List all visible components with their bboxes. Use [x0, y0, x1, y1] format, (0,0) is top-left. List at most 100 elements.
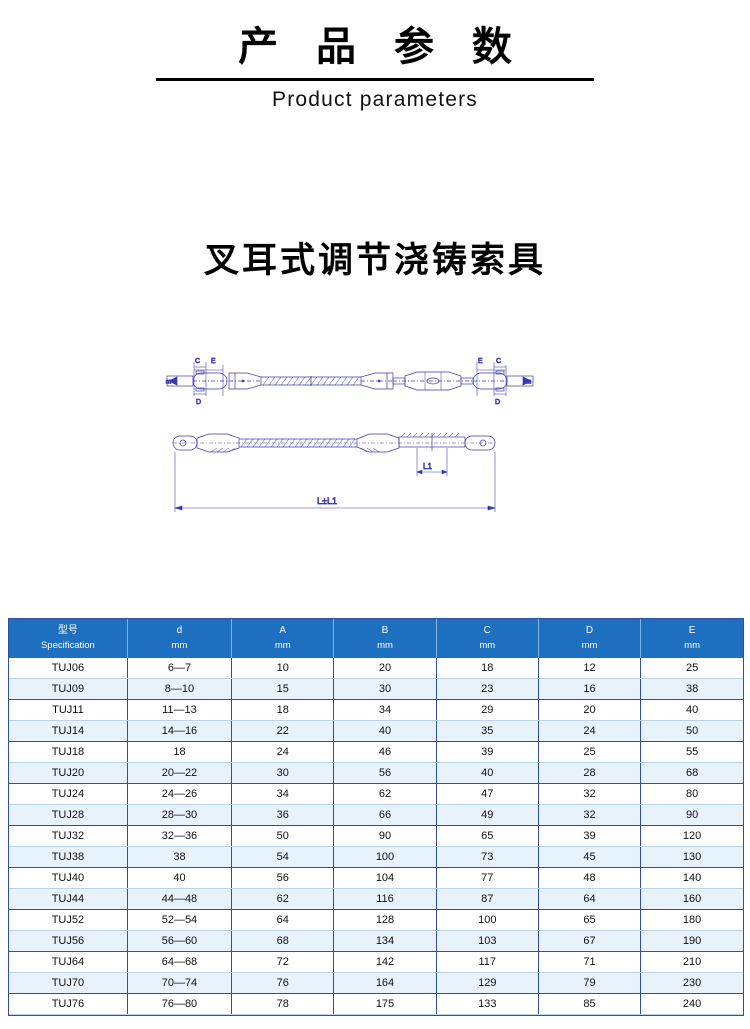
cell-value: 62	[231, 888, 335, 911]
cell-value: 25	[640, 658, 743, 680]
cell-value: 103	[436, 930, 539, 953]
cell-value: 79	[538, 972, 642, 995]
cell-specification: TUJ70	[9, 972, 128, 995]
cell-specification: TUJ40	[9, 867, 128, 890]
cell-value: 20	[538, 699, 642, 722]
column-header-title: 型号	[57, 625, 78, 636]
column-header-unit: mm	[274, 639, 291, 651]
cell-value: 68	[231, 930, 335, 953]
cell-value: 11—13	[127, 699, 233, 722]
cell-value: 76	[231, 972, 335, 995]
cell-value: 30	[333, 678, 437, 701]
cell-value: 22	[231, 720, 335, 743]
cell-value: 65	[538, 909, 642, 932]
column-header-unit: Specification	[40, 639, 95, 651]
table-row: TUJ40 40 56 104 77 48 140	[9, 867, 743, 890]
cell-value: 48	[538, 867, 642, 890]
cell-value: 129	[436, 972, 539, 995]
cell-value: 40	[436, 762, 539, 785]
turnbuckle-barrel	[392, 371, 474, 390]
table-row: TUJ24 24—26 34 62 47 32 80	[9, 783, 743, 806]
column-header-title: A	[279, 625, 287, 636]
column-header-unit: mm	[377, 639, 393, 651]
cell-value: 73	[436, 846, 539, 869]
cell-specification: TUJ44	[9, 888, 128, 911]
table-row: TUJ09 8—10 15 30 23 16 38	[9, 678, 743, 701]
table-row: TUJ06 6—7 10 20 18 12 25	[9, 658, 743, 680]
column-header-unit: mm	[581, 639, 598, 651]
cell-specification: TUJ24	[9, 783, 128, 806]
cell-value: 39	[436, 741, 539, 764]
wire-rope-top	[261, 375, 361, 386]
cell-value: 76—80	[127, 993, 233, 1016]
cell-value: 40	[127, 867, 233, 890]
left-fork-end	[166, 370, 228, 391]
column-header-title: d	[176, 625, 183, 636]
dim-label-d-left: D	[196, 399, 201, 406]
column-header-specification: 型号 Specification	[9, 619, 128, 659]
cell-value: 66	[333, 804, 437, 827]
technical-drawing: C E D B	[0, 349, 750, 534]
cell-value: 8—10	[127, 678, 233, 701]
cell-value: 40	[333, 720, 437, 743]
table-row: TUJ18 18 24 46 39 25 55	[9, 741, 743, 764]
cell-value: 24	[538, 720, 642, 743]
table-row: TUJ11 11—13 18 34 29 20 40	[9, 699, 743, 722]
column-header-unit: mm	[684, 639, 700, 651]
cell-value: 77	[436, 867, 539, 890]
column-header-title: D	[585, 625, 594, 636]
cell-value: 14—16	[127, 720, 233, 743]
cell-value: 50	[231, 825, 335, 848]
cell-value: 40	[640, 699, 743, 722]
cell-value: 49	[436, 804, 539, 827]
cell-value: 44—48	[127, 888, 233, 911]
cell-specification: TUJ20	[9, 762, 128, 785]
cell-value: 87	[436, 888, 539, 911]
cell-value: 20	[333, 658, 437, 680]
cell-value: 104	[333, 867, 437, 890]
cell-specification: TUJ28	[9, 804, 128, 827]
cell-value: 36	[231, 804, 335, 827]
cell-value: 140	[640, 867, 743, 890]
table-row: TUJ20 20—22 30 56 40 28 68	[9, 762, 743, 785]
column-header-unit: mm	[479, 639, 496, 651]
cell-value: 56	[231, 867, 335, 890]
cell-value: 28—30	[127, 804, 233, 827]
cell-specification: TUJ06	[9, 658, 128, 680]
cell-value: 230	[640, 972, 743, 995]
cell-value: 68	[640, 762, 743, 785]
right-fork-end	[472, 370, 534, 391]
page-header: 产 品 参 数 Product parameters	[0, 0, 750, 112]
cell-value: 70—74	[127, 972, 233, 995]
table-row: TUJ14 14—16 22 40 35 24 50	[9, 720, 743, 743]
dim-label-b-left: B	[166, 379, 173, 384]
spec-table-body: TUJ06 6—7 10 20 18 12 25 TUJ09 8—10 15 30 23 16 38 TUJ…	[9, 658, 743, 1016]
dim-label-c-right: C	[496, 358, 501, 365]
cell-value: 190	[640, 930, 743, 953]
column-header-d: d mm	[127, 619, 233, 659]
cell-value: 64	[538, 888, 642, 911]
dim-label-d-right: D	[495, 399, 500, 406]
cell-value: 32—36	[127, 825, 233, 848]
cell-value: 52—54	[127, 909, 233, 932]
cell-value: 90	[640, 804, 743, 827]
cell-specification: TUJ14	[9, 720, 128, 743]
cell-value: 24	[231, 741, 335, 764]
cell-value: 80	[640, 783, 743, 806]
cell-specification: TUJ56	[9, 930, 128, 953]
cell-value: 54	[231, 846, 335, 869]
cell-specification: TUJ09	[9, 678, 128, 701]
column-header-title: E	[688, 625, 696, 636]
cell-value: 130	[640, 846, 743, 869]
cell-value: 15	[231, 678, 335, 701]
cell-value: 128	[333, 909, 437, 932]
cell-value: 180	[640, 909, 743, 932]
cell-specification: TUJ11	[9, 699, 128, 722]
cell-specification: TUJ52	[9, 909, 128, 932]
cell-value: 28	[538, 762, 642, 785]
table-row: TUJ56 56—60 68 134 103 67 190	[9, 930, 743, 953]
cell-value: 6—7	[127, 658, 233, 680]
cell-value: 56—60	[127, 930, 233, 953]
